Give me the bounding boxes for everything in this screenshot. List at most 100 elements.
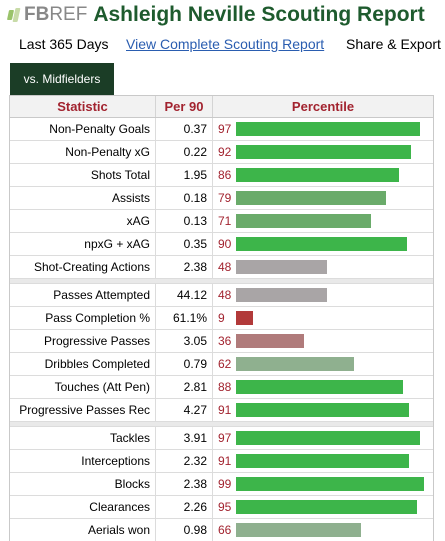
table-row: Passes Attempted 44.12 48 (10, 284, 433, 307)
column-header-statistic[interactable]: Statistic (10, 96, 156, 117)
group-separator (10, 422, 433, 427)
fbref-logo[interactable]: FBREF (6, 3, 87, 27)
percentile-value: 97 (218, 431, 232, 445)
column-header-per90[interactable]: Per 90 (156, 96, 213, 117)
statistic-name[interactable]: Passes Attempted (10, 284, 156, 306)
percentile-bar (236, 477, 424, 491)
percentile-bar (236, 380, 403, 394)
percentile-cell: 62 (213, 353, 433, 375)
statistic-name[interactable]: Dribbles Completed (10, 353, 156, 375)
percentile-value: 88 (218, 380, 232, 394)
percentile-cell: 97 (213, 118, 433, 140)
per90-value: 2.32 (156, 450, 213, 472)
statistic-name[interactable]: Non-Penalty Goals (10, 118, 156, 140)
complete-report-link[interactable]: View Complete Scouting Report (126, 36, 325, 52)
tab-vs-midfielders[interactable]: vs. Midfielders (10, 63, 114, 95)
table-row: Touches (Att Pen) 2.81 88 (10, 376, 433, 399)
percentile-value: 95 (218, 500, 232, 514)
per90-value: 1.95 (156, 164, 213, 186)
percentile-bar (236, 168, 399, 182)
page-header: FBREF Ashleigh Neville Scouting Report (0, 0, 445, 30)
table-row: Aerials won 0.98 66 (10, 519, 433, 541)
percentile-value: 62 (218, 357, 232, 371)
statistic-name[interactable]: Touches (Att Pen) (10, 376, 156, 398)
percentile-cell: 91 (213, 399, 433, 421)
statistic-name[interactable]: npxG + xAG (10, 233, 156, 255)
per90-value: 0.13 (156, 210, 213, 232)
percentile-cell: 99 (213, 473, 433, 495)
percentile-cell: 9 (213, 307, 433, 329)
percentile-value: 9 (218, 311, 225, 325)
filter-bar: Last 365 Days View Complete Scouting Rep… (0, 36, 445, 56)
percentile-value: 66 (218, 523, 232, 537)
statistic-name[interactable]: Interceptions (10, 450, 156, 472)
table-row: Pass Completion % 61.1% 9 (10, 307, 433, 330)
per90-value: 0.35 (156, 233, 213, 255)
table-row: Clearances 2.26 95 (10, 496, 433, 519)
per90-value: 61.1% (156, 307, 213, 329)
percentile-bar (236, 311, 253, 325)
percentile-bar (236, 357, 354, 371)
table-row: Dribbles Completed 0.79 62 (10, 353, 433, 376)
percentile-bar (236, 214, 371, 228)
percentile-value: 71 (218, 214, 232, 228)
percentile-cell: 48 (213, 284, 433, 306)
percentile-value: 92 (218, 145, 232, 159)
percentile-bar (236, 288, 327, 302)
percentile-cell: 97 (213, 427, 433, 449)
per90-value: 2.26 (156, 496, 213, 518)
percentile-cell: 90 (213, 233, 433, 255)
statistic-name[interactable]: xAG (10, 210, 156, 232)
statistic-name[interactable]: Shots Total (10, 164, 156, 186)
percentile-value: 36 (218, 334, 232, 348)
statistic-name[interactable]: Clearances (10, 496, 156, 518)
table-row: Shots Total 1.95 86 (10, 164, 433, 187)
statistic-name[interactable]: Progressive Passes (10, 330, 156, 352)
percentile-cell: 92 (213, 141, 433, 163)
percentile-value: 79 (218, 191, 232, 205)
percentile-value: 86 (218, 168, 232, 182)
percentile-bar (236, 191, 386, 205)
statistic-name[interactable]: Aerials won (10, 519, 156, 541)
statistic-name[interactable]: Assists (10, 187, 156, 209)
statistic-name[interactable]: Pass Completion % (10, 307, 156, 329)
percentile-value: 91 (218, 454, 232, 468)
per90-value: 4.27 (156, 399, 213, 421)
statistic-name[interactable]: Non-Penalty xG (10, 141, 156, 163)
percentile-bar (236, 431, 420, 445)
percentile-cell: 88 (213, 376, 433, 398)
table-row: Progressive Passes 3.05 36 (10, 330, 433, 353)
percentile-cell: 66 (213, 519, 433, 541)
table-row: Interceptions 2.32 91 (10, 450, 433, 473)
per90-value: 2.38 (156, 473, 213, 495)
table-row: Shot-Creating Actions 2.38 48 (10, 256, 433, 279)
table-row: npxG + xAG 0.35 90 (10, 233, 433, 256)
percentile-cell: 71 (213, 210, 433, 232)
percentile-cell: 86 (213, 164, 433, 186)
table-row: Blocks 2.38 99 (10, 473, 433, 496)
percentile-value: 90 (218, 237, 232, 251)
per90-value: 3.91 (156, 427, 213, 449)
per90-value: 0.37 (156, 118, 213, 140)
table-header: Statistic Per 90 Percentile (10, 96, 433, 118)
percentile-bar (236, 237, 407, 251)
statistic-name[interactable]: Shot-Creating Actions (10, 256, 156, 278)
percentile-bar (236, 260, 327, 274)
statistic-name[interactable]: Progressive Passes Rec (10, 399, 156, 421)
percentile-value: 99 (218, 477, 232, 491)
table-row: Tackles 3.91 97 (10, 427, 433, 450)
page-title: Ashleigh Neville Scouting Report (93, 3, 425, 26)
scouting-table: Statistic Per 90 Percentile Non-Penalty … (9, 95, 434, 541)
statistic-name[interactable]: Blocks (10, 473, 156, 495)
per90-value: 2.81 (156, 376, 213, 398)
per90-value: 0.79 (156, 353, 213, 375)
column-header-percentile[interactable]: Percentile (291, 99, 355, 114)
period-filter[interactable]: Last 365 Days (19, 36, 109, 52)
fbref-logo-icon (6, 7, 22, 23)
share-export-button[interactable]: Share & Export (346, 36, 441, 52)
statistic-name[interactable]: Tackles (10, 427, 156, 449)
percentile-bar (236, 523, 361, 537)
percentile-value: 48 (218, 260, 232, 274)
percentile-cell: 91 (213, 450, 433, 472)
percentile-value: 97 (218, 122, 232, 136)
